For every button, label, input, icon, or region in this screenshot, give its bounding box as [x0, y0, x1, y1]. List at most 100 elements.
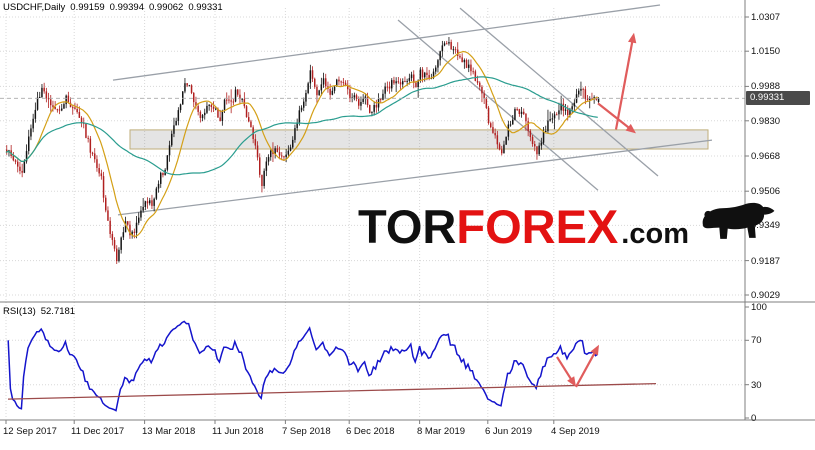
- candle: [507, 120, 510, 141]
- candle: [219, 109, 221, 122]
- candle: [111, 231, 114, 246]
- candle: [402, 78, 404, 89]
- candle: [265, 157, 268, 177]
- candle: [320, 77, 323, 96]
- candle: [100, 169, 103, 180]
- candle: [91, 151, 94, 156]
- candle: [146, 197, 149, 209]
- candle: [14, 159, 17, 165]
- candle: [109, 217, 111, 238]
- candle: [190, 84, 193, 95]
- candle: [309, 64, 312, 89]
- date-axis-label: 6 Jun 2019: [485, 426, 533, 437]
- rsi-axis-label: 100: [751, 302, 767, 313]
- candle: [12, 152, 15, 162]
- candle: [448, 37, 450, 46]
- high-value: 0.99394: [109, 2, 144, 13]
- candle: [461, 53, 463, 63]
- candle: [241, 98, 243, 103]
- candle: [243, 92, 246, 109]
- candle: [52, 100, 54, 112]
- candle: [32, 113, 34, 133]
- candle: [186, 83, 188, 88]
- candle: [237, 89, 239, 97]
- candle: [85, 123, 87, 139]
- candle: [122, 226, 125, 240]
- candle: [439, 50, 441, 66]
- candle: [155, 186, 158, 201]
- candle: [492, 121, 494, 134]
- candle: [296, 118, 298, 131]
- candle: [41, 84, 43, 98]
- rsi-axis-label: 0: [751, 413, 757, 424]
- candle: [166, 155, 169, 172]
- price-axis-label: 1.0307: [751, 12, 781, 23]
- price-axis-label: 0.9668: [751, 151, 781, 162]
- candle: [256, 141, 259, 161]
- candle: [355, 93, 358, 102]
- candle: [138, 212, 140, 225]
- candle: [413, 70, 415, 89]
- candle: [509, 121, 512, 127]
- candle: [276, 145, 279, 153]
- candle: [248, 112, 250, 123]
- candle: [171, 130, 173, 147]
- candle: [463, 58, 466, 69]
- logo-text-forex: FOREX: [456, 200, 619, 253]
- candle: [342, 78, 345, 86]
- candle: [107, 206, 109, 221]
- price-axis-label: 0.9349: [751, 220, 781, 231]
- candle: [545, 125, 547, 133]
- candle: [261, 174, 263, 193]
- candle: [28, 129, 30, 155]
- logo-text-com: .com: [621, 218, 689, 250]
- candle: [168, 140, 171, 162]
- candle: [10, 145, 12, 159]
- candle: [593, 95, 595, 104]
- candle: [435, 65, 437, 75]
- candle: [17, 157, 19, 173]
- candle: [549, 111, 551, 122]
- current-price-badge: 0.99331: [746, 91, 810, 105]
- candle: [446, 40, 448, 45]
- candle: [340, 80, 342, 87]
- candle: [188, 84, 191, 87]
- candle: [39, 91, 41, 98]
- ma-slow-line: [5, 76, 598, 176]
- rsi-forecast-arrow-2: [575, 344, 599, 388]
- candle: [179, 103, 182, 113]
- candle: [151, 194, 153, 209]
- candle: [338, 76, 340, 86]
- candle: [270, 149, 272, 161]
- candle: [201, 114, 204, 122]
- resistance-line-1: [397, 19, 599, 191]
- candle: [582, 87, 584, 99]
- candle: [142, 198, 144, 213]
- candle: [397, 77, 400, 84]
- candle: [267, 154, 270, 166]
- rsi-axis-label: 30: [751, 380, 762, 391]
- candle: [116, 245, 118, 264]
- candle: [113, 237, 116, 252]
- grid: [0, 8, 745, 418]
- candle: [534, 140, 536, 152]
- symbol-period-label: USDCHF,Daily: [3, 2, 66, 13]
- price-axis-label: 0.9830: [751, 116, 781, 127]
- date-axis-label: 12 Sep 2017: [3, 426, 57, 437]
- candle: [459, 54, 461, 59]
- candle: [457, 42, 459, 61]
- candle: [56, 108, 59, 113]
- candle: [153, 197, 155, 212]
- candle: [481, 85, 483, 103]
- candle: [452, 46, 455, 55]
- date-axis-label: 11 Jun 2018: [212, 426, 264, 437]
- candle: [228, 95, 230, 104]
- close-value: 0.99331: [188, 2, 223, 13]
- candle: [375, 99, 378, 113]
- candle: [21, 163, 23, 178]
- candle: [177, 107, 180, 126]
- candle: [580, 81, 582, 96]
- candle: [199, 110, 202, 123]
- candle: [210, 103, 213, 113]
- candle: [349, 84, 351, 103]
